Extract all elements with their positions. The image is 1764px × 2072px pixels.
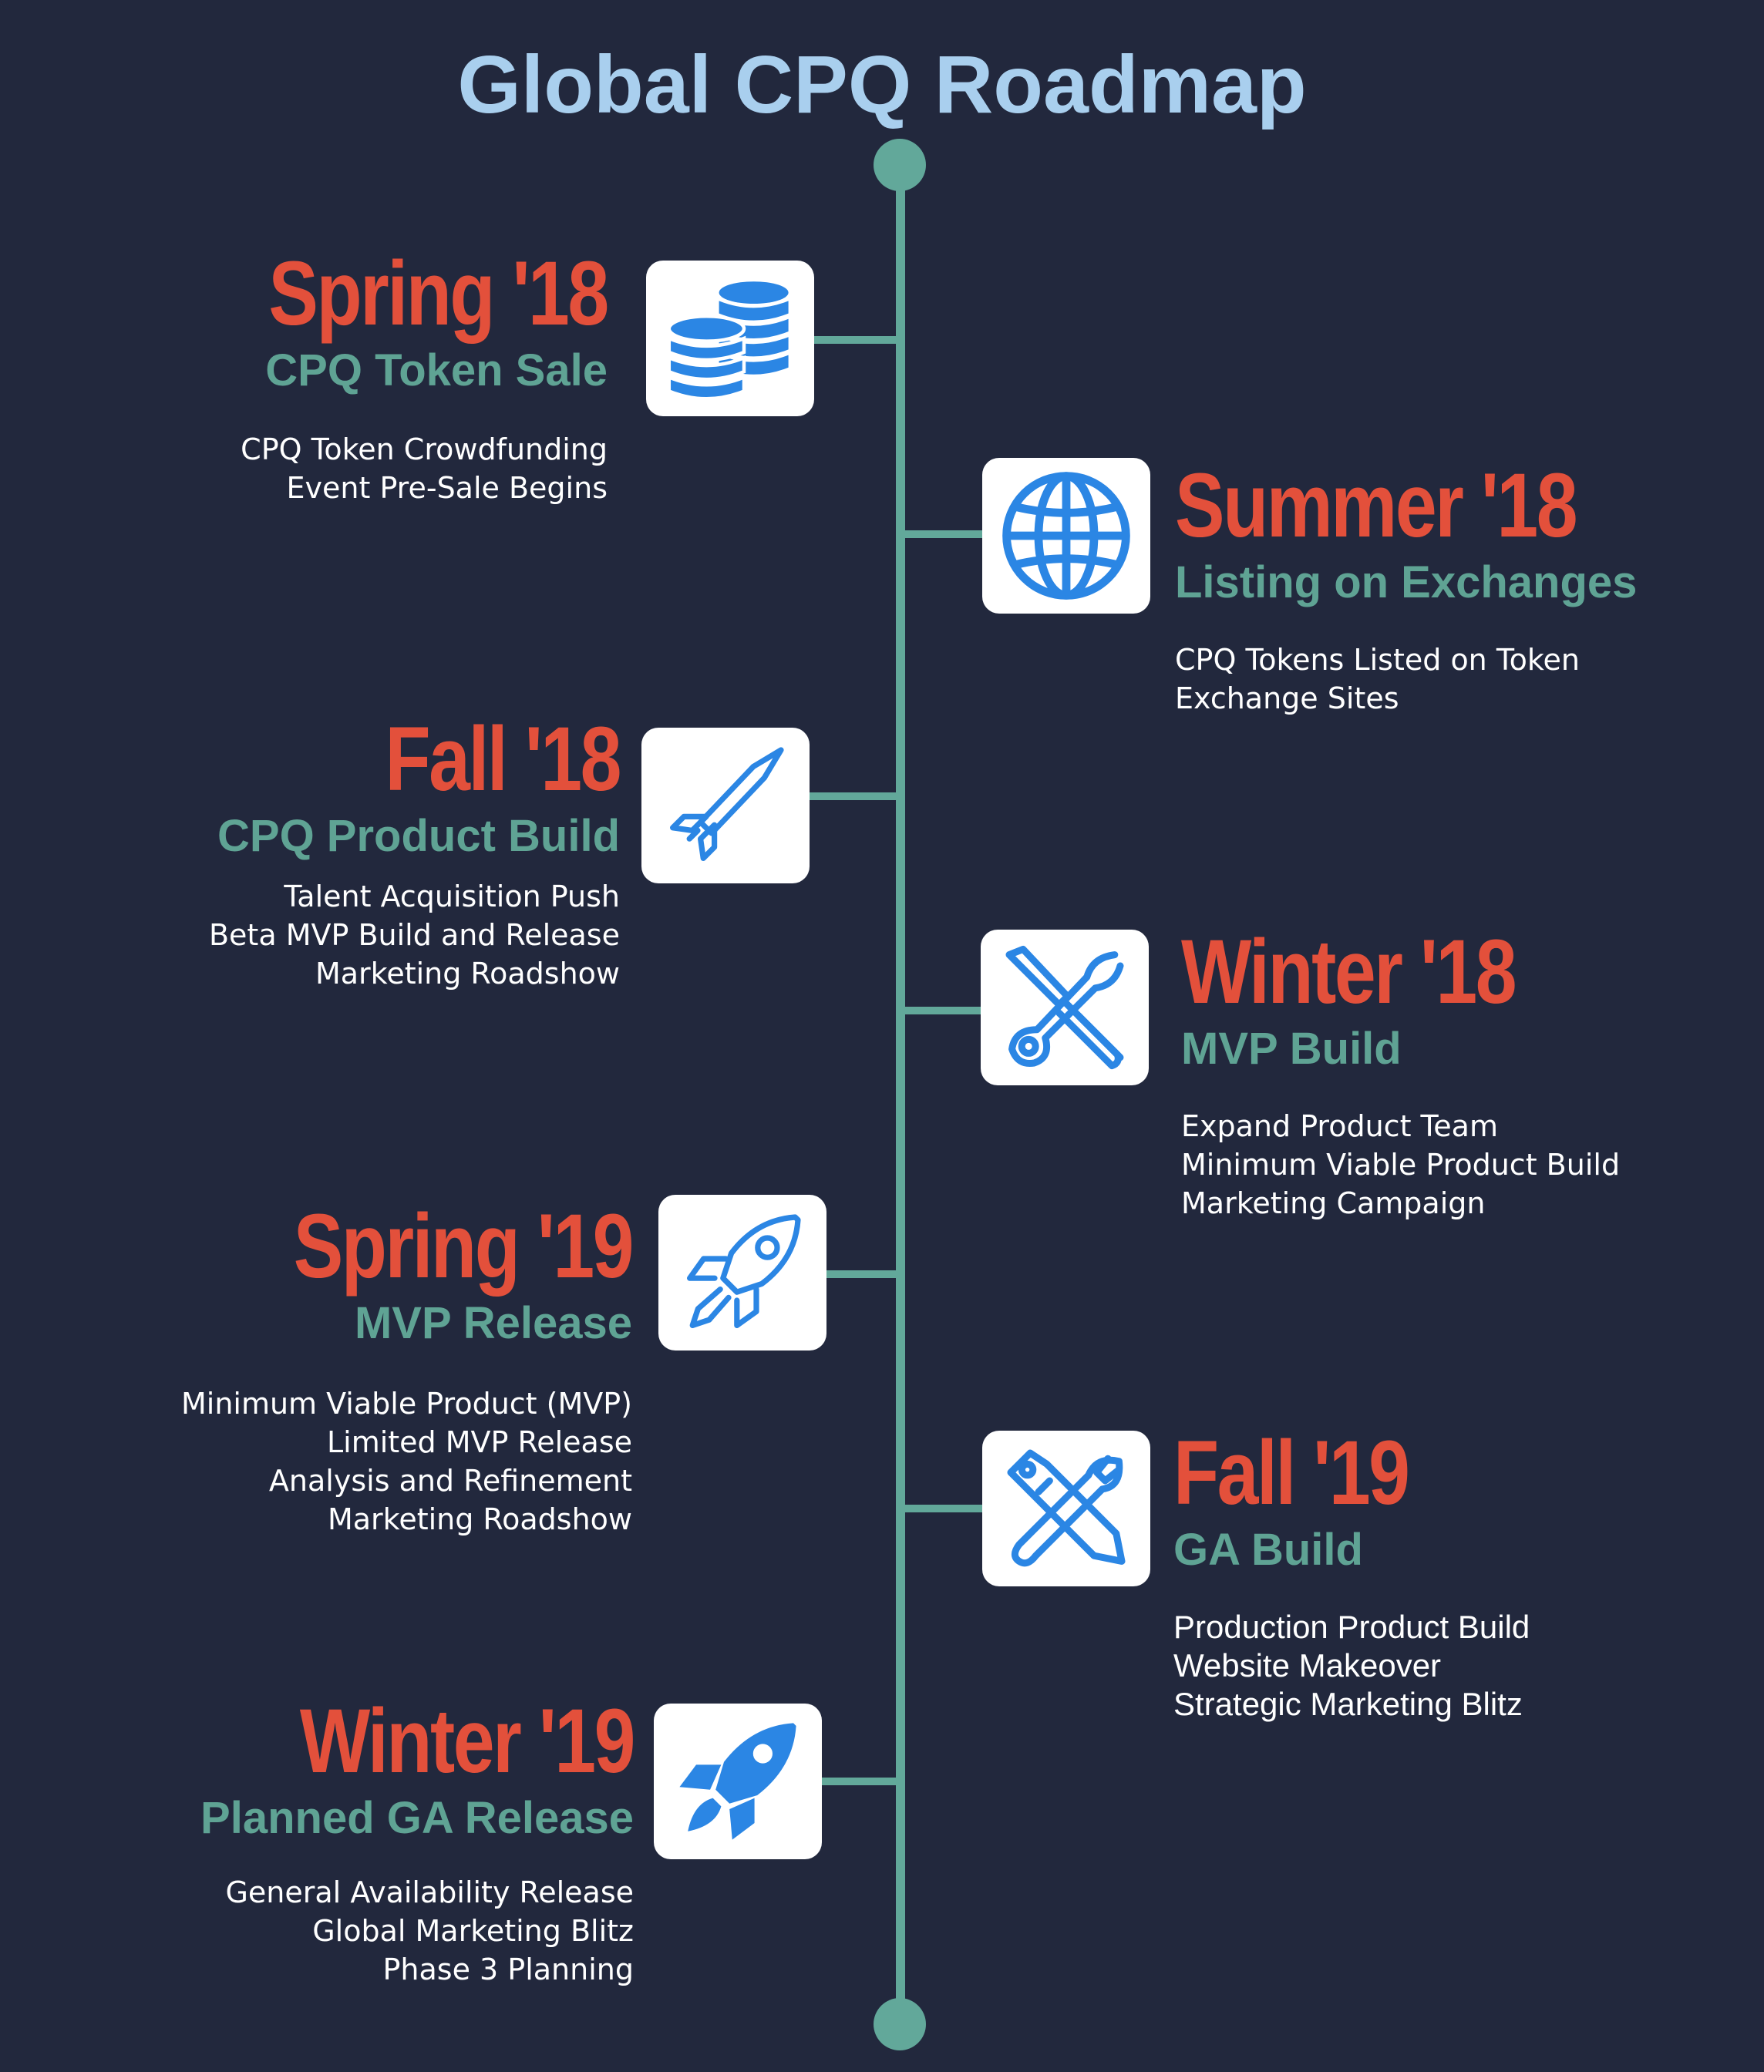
roadmap-title: Global CPQ Roadmap [457,39,1307,130]
milestone-summer-18: Summer '18 Listing on Exchanges CPQ Toke… [1175,457,1664,718]
detail-line: Analysis and Refinement [268,1464,632,1498]
timeline-end-dot [874,1998,926,2050]
season-label: Fall '19 [1173,1422,1410,1524]
milestone-spring-18: Spring '18 CPQ Token Sale CPQ Token Crow… [194,243,610,507]
detail-line: Marketing Roadshow [327,1502,632,1536]
detail-line: Production Product Build [1173,1609,1530,1645]
rocket-solid-icon [679,1723,796,1840]
connector-spring-18 [814,336,901,344]
milestone-details: CPQ Token Crowdfunding Event Pre-Sale Be… [194,430,608,507]
icon-box-winter-18 [981,930,1149,1085]
season-label: Summer '18 [1175,455,1578,557]
milestone-details: Talent Acquisition Push Beta MVP Build a… [209,877,620,993]
rocket-outline-icon [687,1214,801,1328]
detail-line: Minimum Viable Product Build [1181,1148,1621,1182]
connector-winter-19 [820,1778,901,1785]
season-label: Spring '18 [268,243,610,345]
phase-label: MVP Release [354,1298,632,1348]
milestone-fall-18: Fall '18 CPQ Product Build Talent Acquis… [209,708,621,993]
season-label: Spring '19 [293,1196,635,1297]
detail-line: Minimum Viable Product (MVP) [180,1387,632,1421]
milestone-details: Expand Product Team Minimum Viable Produ… [1181,1107,1620,1223]
detail-line: Website Makeover [1173,1647,1442,1684]
icon-box-spring-18 [646,261,814,416]
season-label: Winter '18 [1181,921,1517,1023]
icon-box-winter-19 [654,1704,822,1859]
phase-label: CPQ Product Build [217,811,620,861]
connector-winter-18 [901,1007,982,1014]
phase-label: MVP Build [1181,1024,1402,1074]
wrench-screwdriver-icon [1005,945,1124,1070]
missile-icon [670,747,784,861]
milestone-winter-18: Winter '18 MVP Build Expand Product Team… [1181,923,1620,1223]
phase-label: CPQ Token Sale [265,345,608,395]
detail-line: CPQ Token Crowdfunding [241,432,608,466]
milestone-details: Production Product Build Website Makeove… [1173,1608,1530,1724]
detail-line: Marketing Roadshow [315,957,620,991]
connector-fall-18 [808,792,901,800]
season-label: Fall '18 [385,708,621,810]
detail-line: Phase 3 Planning [382,1953,635,1986]
icon-box-summer-18 [982,458,1150,614]
phase-label: Listing on Exchanges [1175,557,1638,607]
detail-line: Exchange Sites [1175,681,1399,715]
detail-line: Global Marketing Blitz [312,1914,634,1948]
timeline-axis [896,163,905,2023]
detail-line: Event Pre-Sale Begins [286,471,608,505]
detail-line: Limited MVP Release [326,1425,632,1459]
detail-line: Expand Product Team [1181,1109,1498,1143]
detail-line: Beta MVP Build and Release [208,918,620,952]
icon-box-spring-19 [658,1195,826,1350]
milestone-details: CPQ Tokens Listed on Token Exchange Site… [1175,641,1664,718]
detail-line: General Availability Release [225,1875,634,1909]
coins-icon [667,281,789,401]
milestone-fall-19: Fall '19 GA Build Production Product Bui… [1173,1424,1530,1724]
icon-box-fall-19 [982,1431,1150,1586]
detail-line: Talent Acquisition Push [284,880,620,913]
detail-line: CPQ Tokens Listed on Token [1175,643,1580,677]
milestone-details: General Availability Release Global Mark… [200,1873,634,1989]
timeline-start-dot [874,139,926,191]
connector-fall-19 [901,1505,984,1512]
icon-box-fall-18 [641,728,810,883]
detail-line: Strategic Marketing Blitz [1173,1686,1523,1722]
connector-summer-18 [901,530,984,538]
phase-label: Planned GA Release [200,1793,634,1843]
detail-line: Marketing Campaign [1181,1186,1486,1220]
milestone-spring-19: Spring '19 MVP Release Minimum Viable Pr… [181,1196,635,1539]
phase-label: GA Build [1173,1525,1363,1575]
milestone-details: Minimum Viable Product (MVP) Limited MVP… [181,1384,632,1539]
milestone-winter-19: Winter '19 Planned GA Release General Av… [200,1690,636,1989]
pen-wrench-icon [1007,1449,1126,1567]
globe-icon [1002,472,1130,600]
season-label: Winter '19 [299,1690,636,1792]
connector-spring-19 [825,1270,901,1278]
